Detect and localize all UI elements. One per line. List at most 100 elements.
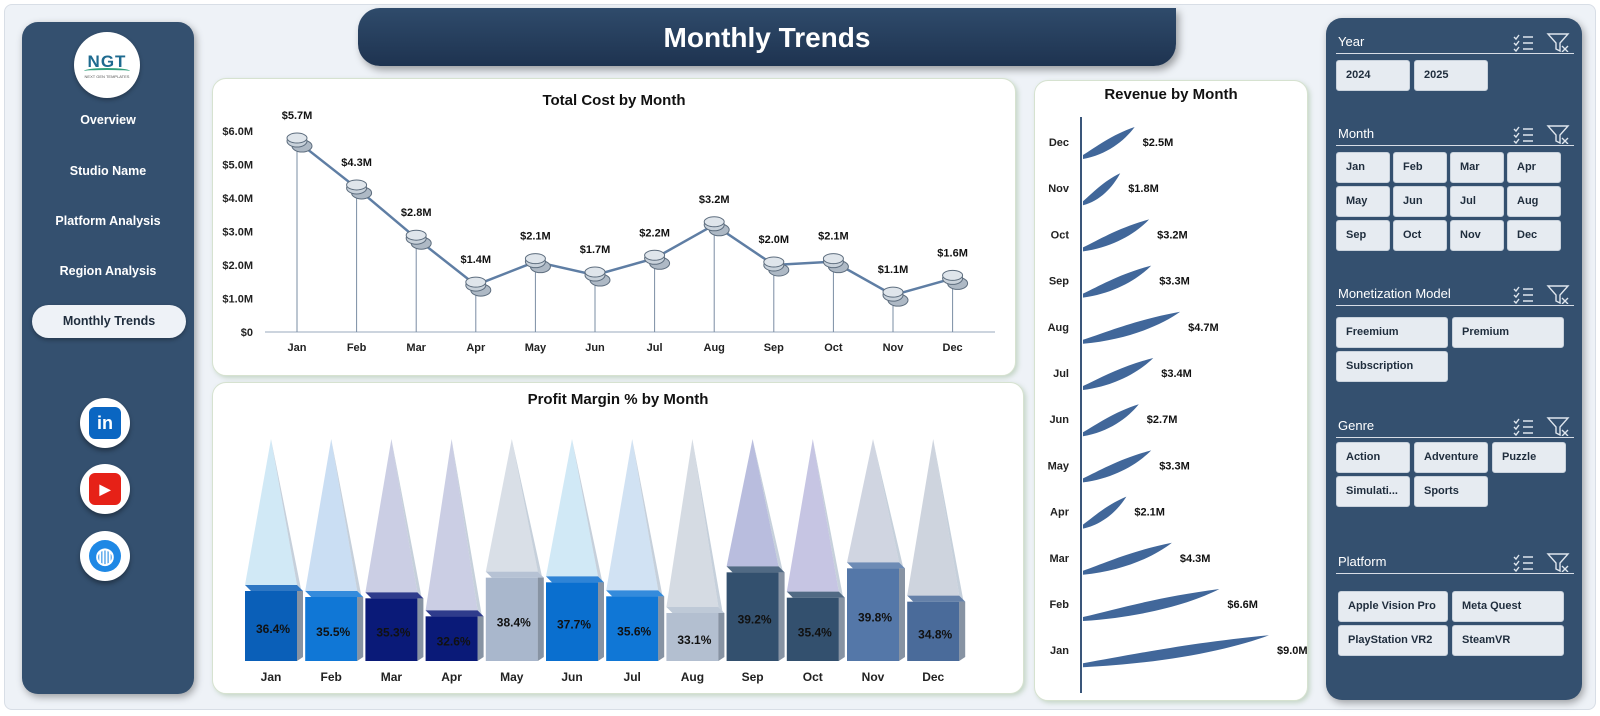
platform-slicer-header: Platform [1336,553,1574,574]
nav-monthly-trends[interactable]: Monthly Trends [32,305,186,338]
margin-bar [666,439,725,661]
slicer-meta-quest[interactable]: Meta Quest [1452,591,1564,622]
multi-select-icon[interactable] [1513,126,1533,144]
multi-select-icon[interactable] [1513,34,1533,52]
slicer-puzzle[interactable]: Puzzle [1492,442,1566,473]
data-label: $2.7M [1147,414,1178,426]
data-label: $6.6M [1227,599,1258,611]
platform-slicer-title: Platform [1338,554,1387,569]
x-tick-label: May [500,670,524,684]
slicer-month-jul[interactable]: Jul [1450,186,1504,217]
x-tick-label: Dec [922,670,944,684]
clear-filter-icon[interactable] [1546,417,1570,436]
revenue-bar [1083,265,1152,298]
slicer-month-nov[interactable]: Nov [1450,220,1504,251]
clear-filter-icon[interactable] [1546,285,1570,304]
slicer-month-apr[interactable]: Apr [1507,152,1561,183]
data-label: 34.8% [918,627,952,641]
coin-stack-marker [703,216,730,237]
month-slicer-header: Month [1336,125,1574,146]
slicer-month-oct[interactable]: Oct [1393,220,1447,251]
coin-stack-marker [942,269,969,290]
coin-stack-marker [644,249,671,270]
clear-filter-icon[interactable] [1546,33,1570,52]
slicer-adventure[interactable]: Adventure [1414,442,1488,473]
margin-bar [907,439,966,661]
revenue-bar [1083,311,1181,344]
slicer-month-jan[interactable]: Jan [1336,152,1390,183]
slicer-premium[interactable]: Premium [1452,317,1564,348]
youtube-button[interactable]: ▶ [80,464,130,514]
x-tick-label: Jan [261,670,282,684]
y-tick-label: $2.0M [222,260,253,272]
slicer-month-mar[interactable]: Mar [1450,152,1504,183]
x-tick-label: Oct [824,342,843,354]
data-label: $5.7M [282,110,313,122]
nav-platform-analysis[interactable]: Platform Analysis [55,214,161,228]
website-button[interactable]: ◍ [80,531,130,581]
data-label: $2.1M [818,231,849,243]
clear-filter-icon[interactable] [1546,125,1570,144]
total-cost-card: Total Cost by Month $0 $1.0M $2.0M $3.0M $4.… [212,78,1016,376]
slicer-simulation[interactable]: Simulati... [1336,476,1410,507]
slicer-month-sep[interactable]: Sep [1336,220,1390,251]
slicer-year-2024[interactable]: 2024 [1336,60,1410,91]
multi-select-icon[interactable] [1513,286,1533,304]
x-tick-label: Apr [466,342,486,354]
data-label: $3.2M [1157,229,1188,241]
chart-title: Profit Margin % by Month [527,391,709,408]
slicer-month-feb[interactable]: Feb [1393,152,1447,183]
data-label: 35.6% [617,625,651,639]
multi-select-icon[interactable] [1513,418,1533,436]
x-tick-label: Jul [624,670,641,684]
x-tick-label: Jul [647,342,663,354]
data-label: 37.7% [557,618,591,632]
slicer-steamvr[interactable]: SteamVR [1452,625,1564,656]
coin-stack-marker [286,132,313,153]
y-tick-label: Jul [1053,368,1069,380]
x-tick-label: Sep [742,670,764,684]
slicer-playstation-vr2[interactable]: PlayStation VR2 [1338,625,1448,656]
year-slicer-title: Year [1338,34,1365,49]
slicer-month-may[interactable]: May [1336,186,1390,217]
data-label: $1.1M [878,264,909,276]
data-label: $4.3M [341,157,372,169]
revenue-bar [1083,219,1150,252]
data-label: 35.3% [376,626,410,640]
revenue-bar [1083,450,1152,483]
slicer-month-dec[interactable]: Dec [1507,220,1561,251]
slicer-month-jun[interactable]: Jun [1393,186,1447,217]
slicer-month-aug[interactable]: Aug [1507,186,1561,217]
multi-select-icon[interactable] [1513,554,1533,572]
nav-region-analysis[interactable]: Region Analysis [59,264,157,278]
y-tick-label: $1.0M [222,294,253,306]
slicer-subscription[interactable]: Subscription [1336,351,1448,382]
slicer-sports[interactable]: Sports [1414,476,1488,507]
nav-studio-name[interactable]: Studio Name [69,164,147,178]
data-label: $1.8M [1128,183,1159,195]
slicer-action[interactable]: Action [1336,442,1410,473]
nav-overview[interactable]: Overview [80,113,136,127]
chart-title: Total Cost by Month [542,92,686,109]
clear-filter-icon[interactable] [1546,553,1570,572]
linkedin-button[interactable]: in [80,398,130,448]
x-tick-label: Aug [704,342,725,354]
x-tick-label: Dec [943,342,963,354]
data-label: 35.5% [316,625,350,639]
slicer-freemium[interactable]: Freemium [1336,317,1448,348]
y-tick-label: $5.0M [222,160,253,172]
total-cost-chart: $0 $1.0M $2.0M $3.0M $4.0M $5.0M $6.0M $5.7M Jan… [222,110,995,354]
slicer-year-2025[interactable]: 2025 [1414,60,1488,91]
company-logo[interactable]: NGT NEXT GEN TEMPLATES [74,32,140,98]
x-tick-label: Sep [764,342,784,354]
margin-bar [726,439,785,661]
genre-slicer-title: Genre [1338,418,1375,433]
slicer-apple-vision-pro[interactable]: Apple Vision Pro [1338,591,1448,622]
profit-margin-chart: 36.4% Jan 35.5% Feb 35.3% Mar 32.6% Apr 38.4% May… [245,439,966,684]
margin-bar [365,439,424,661]
coin-stack-marker [346,179,373,200]
revenue-chart: Dec $2.5M Nov $1.8M Oct $3.2M Sep $3.3M Aug $4.7M… [1048,117,1308,693]
y-tick-label: $6.0M [222,126,253,138]
data-label: $1.4M [461,254,492,266]
data-label: $2.0M [759,234,790,246]
